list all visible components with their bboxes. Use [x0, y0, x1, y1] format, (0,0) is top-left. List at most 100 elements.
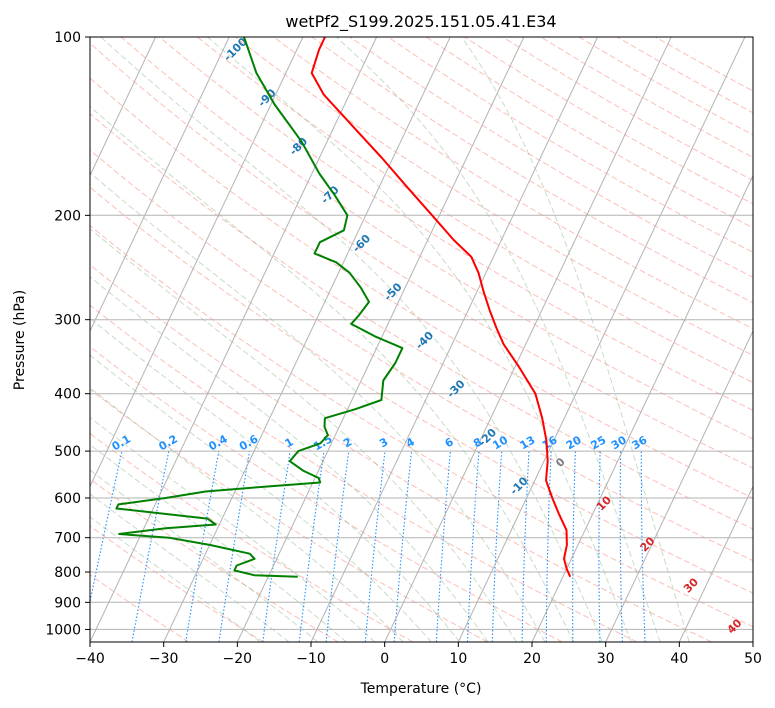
mixing-ratio-label: 4 — [404, 435, 417, 450]
moist-adiabat-line — [207, 37, 632, 642]
mixing-ratio-line — [521, 451, 530, 642]
isotherm-gridline — [752, 640, 753, 642]
x-tick-label: −10 — [296, 651, 326, 667]
moist-adiabat-line — [90, 228, 517, 642]
profile-series — [115, 37, 572, 578]
dry-adiabats — [90, 37, 753, 642]
moist-adiabat-line — [335, 37, 661, 642]
y-axis-label: Pressure (hPa) — [12, 290, 28, 390]
dry-adiabat-line — [90, 77, 753, 499]
x-tick-label: 10 — [449, 651, 467, 667]
mixing-ratio-label: 2 — [341, 435, 354, 450]
isotherm-label: 10 — [594, 493, 614, 513]
mixing-ratio-line — [325, 451, 350, 642]
isotherm-gridline — [678, 485, 753, 642]
moist-adiabat-line — [90, 516, 261, 642]
dry-adiabat-line — [196, 37, 753, 384]
moist-adiabat-line — [90, 105, 575, 642]
moist-adiabat-line — [100, 37, 603, 642]
dry-adiabat-line — [90, 388, 488, 642]
isotherm-gridline — [90, 37, 378, 642]
mixing-ratio-line — [262, 451, 291, 642]
dry-adiabat-line — [464, 37, 753, 205]
mixing-ratio-label: 3 — [377, 435, 390, 450]
dry-adiabat-line — [90, 186, 753, 594]
mixing-ratio-line — [545, 451, 552, 642]
moist-adiabat-line — [90, 171, 546, 642]
x-tick-label: 30 — [597, 651, 615, 667]
mixing-ratio-line — [619, 451, 623, 642]
y-tick-label: 1000 — [45, 622, 81, 638]
dry-adiabat-line — [273, 37, 753, 330]
mixing-ratio-line — [572, 451, 576, 642]
mixing-ratio-line — [598, 451, 601, 642]
mixing-ratio-line — [90, 450, 123, 605]
y-tick-label: 400 — [54, 387, 81, 403]
y-tick-label: 300 — [54, 313, 81, 329]
axes: −40 −30 −20 −10 0 10 20 30 40 50 100 200 300 400 500 60… — [45, 30, 762, 667]
isotherm-gridline — [163, 37, 451, 642]
mixing-ratio-line — [435, 451, 451, 642]
dry-adiabat-line — [120, 37, 753, 440]
x-tick-label: −30 — [149, 651, 179, 667]
isotherm-label: 30 — [681, 575, 701, 595]
isotherm-label: 40 — [725, 616, 745, 636]
isobar-gridlines — [90, 37, 753, 630]
y-tick-label: 900 — [54, 595, 81, 611]
mixing-ratio-line — [393, 451, 413, 642]
dry-adiabat-line — [90, 112, 753, 530]
isotherm-label: -30 — [444, 377, 467, 400]
y-tick-label: 100 — [54, 30, 81, 46]
mixing-ratio-label: 36 — [630, 433, 650, 452]
moist-adiabats — [90, 37, 690, 642]
dry-adiabat-line — [158, 37, 753, 411]
dry-adiabat-line — [90, 574, 190, 642]
mixing-ratio-label: 20 — [564, 433, 584, 452]
profile-line — [310, 37, 572, 578]
moist-adiabat-line — [90, 416, 376, 642]
dry-adiabat-line — [90, 304, 638, 642]
dry-adiabat-line — [90, 346, 563, 642]
x-tick-label: −20 — [223, 651, 253, 667]
mixing-ratio-label: 1 — [283, 435, 296, 450]
moist-adiabat-line — [90, 387, 404, 642]
moist-adiabat-line — [90, 354, 432, 642]
mixing-ratio-line — [218, 451, 251, 642]
mixing-ratio-label: 0.2 — [156, 432, 179, 453]
dry-adiabat-line — [90, 264, 712, 642]
dry-adiabat-line — [578, 37, 753, 136]
dry-adiabat-line — [90, 525, 264, 642]
isotherm-gridline — [531, 174, 753, 642]
chart-title: wetPf2_S199.2025.151.05.41.E34 — [285, 12, 556, 32]
dry-adiabat-line — [616, 37, 753, 114]
dry-adiabat-line — [90, 42, 753, 469]
x-tick-label: −40 — [75, 651, 105, 667]
x-tick-label: 0 — [380, 651, 389, 667]
dry-adiabat-line — [311, 37, 753, 304]
moist-adiabat-line — [90, 317, 461, 642]
isotherm-label: -10 — [507, 474, 530, 497]
profile-line — [115, 37, 404, 578]
y-tick-label: 200 — [54, 208, 81, 224]
dry-adiabat-line — [349, 37, 753, 278]
isotherm-label: -40 — [413, 329, 436, 352]
moist-adiabat-line — [90, 444, 347, 642]
dry-adiabat-line — [90, 224, 753, 628]
mixing-ratio-label: 0.4 — [206, 432, 230, 453]
dry-adiabat-line — [235, 37, 753, 356]
isotherm-gridline — [0, 37, 8, 642]
plot-frame — [89, 36, 754, 643]
y-tick-label: 600 — [54, 491, 81, 507]
mixing-ratio-label: 30 — [609, 433, 629, 452]
isotherm-gridline — [384, 37, 672, 642]
mixing-ratio-label: 16 — [540, 433, 560, 452]
isotherm-gridline — [457, 37, 746, 642]
y-tick-label: 500 — [54, 444, 81, 460]
x-tick-label: 50 — [744, 651, 762, 667]
isotherm-label: -60 — [350, 232, 373, 255]
x-tick-label: 40 — [670, 651, 688, 667]
dry-adiabat-line — [654, 37, 753, 92]
isotherm-gridline — [605, 329, 753, 642]
isotherm-gridline — [90, 37, 304, 488]
